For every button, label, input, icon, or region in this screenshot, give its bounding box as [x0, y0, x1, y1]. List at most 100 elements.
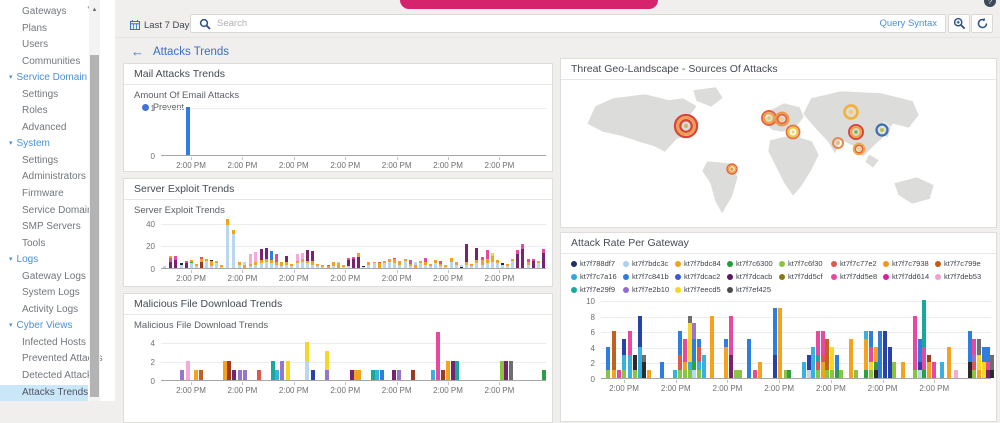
- bar-segment: [622, 354, 627, 371]
- bar-segment: [408, 263, 412, 266]
- sidebar-item-communities[interactable]: Communities: [0, 54, 88, 71]
- sidebar-item-service-domains[interactable]: Service Domains: [0, 203, 98, 220]
- x-axis-label: 2:00 PM: [484, 161, 515, 170]
- sidebar-item-system[interactable]: ▾ System: [0, 136, 88, 153]
- gateway-legend: kt7f788df7 kt7f7bdc3c kt7f7bdc84 kt7f7c6300…: [571, 257, 991, 296]
- bar: [353, 370, 358, 380]
- page-title: Attacks Trends: [153, 45, 230, 58]
- bar-segment: [174, 260, 178, 268]
- bar-segment: [248, 254, 252, 264]
- x-tick-mark: [624, 380, 625, 383]
- threat-marker-brazil[interactable]: [726, 163, 738, 175]
- panel-title: Malicious File Download Trends: [124, 294, 552, 315]
- y-axis-label: 2: [150, 357, 155, 367]
- bar-segment: [413, 262, 417, 265]
- bar-segment: [542, 248, 546, 254]
- bar: [696, 339, 701, 378]
- sidebar-item-gateways[interactable]: Gateways: [0, 4, 88, 21]
- threat-marker-japan[interactable]: [875, 123, 889, 137]
- threat-marker-central-europe[interactable]: [785, 124, 801, 140]
- sidebar-item-roles[interactable]: Roles: [0, 103, 88, 120]
- bar-segment: [423, 257, 427, 263]
- sidebar-item-detected-attacks[interactable]: Detected Attacks: [0, 368, 97, 385]
- bar-segment: [853, 370, 858, 378]
- threat-marker-north-america[interactable]: [673, 113, 699, 139]
- chart-plot-area: [161, 332, 547, 381]
- threat-marker-india[interactable]: [831, 136, 845, 150]
- sidebar-item-gateway-logs[interactable]: Gateway Logs: [0, 269, 88, 286]
- bar-segment: [214, 263, 218, 268]
- x-axis-label: 2:00 PM: [815, 384, 846, 393]
- threat-marker-north-europe-1[interactable]: [761, 110, 777, 126]
- bar-segment: [316, 265, 320, 268]
- bar: [243, 262, 246, 268]
- bar-segment: [295, 254, 299, 262]
- bar-segment: [480, 264, 484, 268]
- bar-segment: [336, 263, 340, 268]
- scroll-up-arrow-icon[interactable]: ▲: [91, 7, 98, 13]
- sidebar-item-label: Users: [22, 39, 49, 51]
- sidebar-item-smp-servers[interactable]: SMP Servers: [0, 219, 88, 236]
- bar-segment: [723, 346, 728, 378]
- search-zoom-button[interactable]: [948, 14, 970, 33]
- legend-dot: [675, 286, 681, 293]
- search-box[interactable]: Query Syntax: [190, 14, 946, 33]
- search-input[interactable]: [217, 18, 880, 29]
- help-badge[interactable]: ?: [984, 0, 996, 7]
- bar-segment: [324, 351, 329, 371]
- bar-segment: [878, 331, 883, 378]
- bar-segment: [274, 264, 278, 268]
- back-arrow-icon[interactable]: ←: [131, 44, 144, 59]
- sidebar-item-infected-hosts[interactable]: Infected Hosts: [0, 335, 88, 352]
- query-syntax-link[interactable]: Query Syntax: [879, 18, 937, 29]
- bar-segment: [505, 263, 509, 266]
- sidebar-item-system-logs[interactable]: System Logs: [0, 285, 88, 302]
- sidebar-item-attacks-trends[interactable]: Attacks Trends: [0, 384, 88, 402]
- y-axis-label: 1: [150, 104, 155, 113]
- bar: [357, 253, 361, 268]
- bar-segment: [868, 370, 873, 378]
- x-tick-mark: [727, 380, 729, 383]
- bar-segment: [811, 346, 816, 378]
- sidebar-item-settings[interactable]: Settings: [0, 87, 88, 104]
- sidebar-item-administrators[interactable]: Administrators: [0, 169, 88, 186]
- bar-segment: [504, 360, 509, 380]
- threat-marker-china[interactable]: [848, 124, 864, 140]
- sidebar-item-service-domain[interactable]: ▾ Service Domain: [0, 70, 88, 87]
- bar: [542, 248, 546, 268]
- bar-segment: [485, 258, 489, 264]
- bar-segment: [627, 331, 632, 355]
- threat-marker-north-europe-2[interactable]: [774, 111, 790, 127]
- threat-marker-se-asia[interactable]: [852, 142, 866, 156]
- bar: [632, 354, 637, 378]
- bar: [834, 354, 839, 378]
- y-axis-label: 8: [590, 312, 595, 322]
- sidebar-item-users[interactable]: Users: [0, 37, 88, 54]
- bar: [375, 370, 380, 380]
- bar-segment: [480, 260, 484, 265]
- sidebar-item-logs[interactable]: ▾ Logs: [0, 252, 88, 269]
- sidebar-item-prevented-attacks[interactable]: Prevented Attacks: [0, 351, 103, 368]
- sidebar-item-advanced[interactable]: Advanced: [0, 120, 88, 137]
- sidebar-item-activity-logs[interactable]: Activity Logs: [0, 302, 88, 319]
- sidebar-item-settings[interactable]: Settings: [0, 153, 88, 170]
- sidebar-item-label: Gateways: [22, 6, 67, 17]
- bar: [184, 261, 188, 268]
- bar: [168, 255, 172, 268]
- refresh-button[interactable]: [971, 14, 993, 33]
- sidebar-scrollbar-thumb[interactable]: [90, 55, 99, 397]
- bar-segment: [321, 264, 325, 267]
- sidebar-item-firmware[interactable]: Firmware: [0, 186, 88, 203]
- bar: [392, 370, 396, 380]
- sidebar-item-tools[interactable]: Tools: [0, 236, 88, 253]
- x-tick-mark: [396, 382, 398, 385]
- bar-segment: [806, 354, 811, 371]
- bar-segment: [398, 261, 402, 265]
- bar: [162, 265, 166, 268]
- bar-segment: [225, 219, 229, 226]
- sidebar-item-plans[interactable]: Plans: [0, 21, 88, 38]
- legend-dot: [623, 286, 629, 293]
- sidebar-item-cyber-views[interactable]: ▾ Cyber Views: [0, 318, 88, 335]
- threat-marker-russia[interactable]: [843, 104, 859, 120]
- bar-segment: [209, 265, 213, 268]
